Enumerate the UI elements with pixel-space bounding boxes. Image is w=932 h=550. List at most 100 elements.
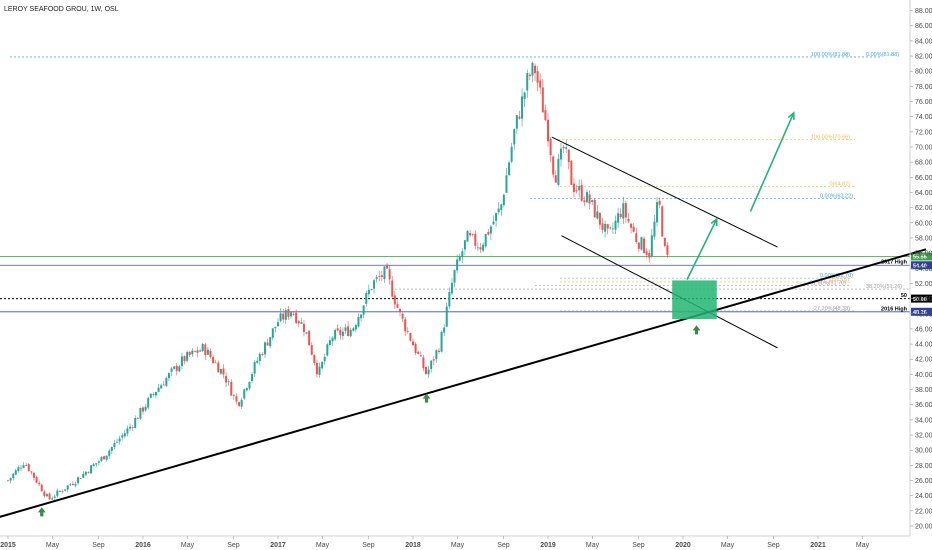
buy-zone — [672, 280, 717, 320]
candle — [554, 170, 557, 183]
candle-body — [598, 212, 601, 225]
candle — [380, 270, 383, 282]
level-badge-text: 48.26 — [913, 310, 927, 316]
candle — [360, 314, 363, 322]
y-tick-label: 52.00 — [915, 281, 932, 288]
candle-body — [147, 398, 150, 408]
candle-body — [173, 366, 176, 369]
y-tick-label: 80.00 — [915, 69, 932, 76]
y-tick-label: 54.00 — [915, 266, 932, 273]
candle-body — [87, 472, 90, 473]
candle — [463, 240, 466, 255]
candle — [162, 380, 165, 386]
candle-body — [637, 242, 640, 249]
candle — [79, 477, 82, 479]
candle-body — [534, 65, 537, 74]
y-tick-label: 76.00 — [915, 99, 932, 106]
candle — [528, 72, 531, 80]
candle-body — [186, 352, 189, 361]
candle — [456, 254, 459, 274]
x-tick-label: May — [586, 542, 600, 549]
candle-body — [157, 387, 160, 392]
candle-body — [100, 456, 103, 461]
candle — [339, 326, 342, 340]
candle — [637, 241, 640, 253]
candle-body — [414, 343, 417, 354]
candle — [9, 477, 12, 484]
candle — [22, 462, 25, 469]
candle-body — [51, 498, 54, 500]
candle — [277, 318, 279, 327]
channel-upper-line — [551, 136, 778, 248]
candle-body — [445, 306, 448, 327]
candle-body — [458, 256, 461, 261]
candle-body — [152, 394, 155, 395]
candle — [500, 203, 503, 217]
candle — [627, 212, 630, 224]
candle — [523, 91, 526, 108]
candle-body — [539, 80, 542, 88]
candle-body — [487, 231, 490, 235]
candle — [565, 139, 568, 154]
candle — [61, 489, 64, 494]
candle-body — [544, 110, 547, 121]
candle — [71, 481, 74, 486]
candle-body — [354, 325, 357, 330]
candle-body — [619, 213, 622, 218]
candle — [549, 136, 552, 163]
candle-body — [406, 331, 409, 333]
candle-body — [258, 354, 261, 362]
candle — [547, 113, 549, 147]
candle — [476, 242, 479, 251]
candle — [17, 465, 20, 473]
arrow-up-icon — [37, 507, 46, 517]
candle-body — [32, 472, 35, 478]
candle-body — [188, 351, 191, 356]
candle — [212, 354, 215, 364]
candle-body — [456, 259, 459, 271]
candle-body — [399, 308, 402, 312]
candle-body — [129, 426, 132, 429]
candle-body — [74, 483, 77, 486]
candle-body — [53, 496, 56, 498]
candle-body — [191, 350, 194, 355]
candle — [562, 144, 565, 154]
candle-body — [7, 480, 9, 482]
fib-label: 1(52.70) — [829, 277, 850, 283]
candle — [383, 266, 386, 283]
candle — [552, 155, 555, 179]
candle — [225, 372, 228, 387]
candle-body — [248, 381, 251, 389]
candle — [209, 348, 212, 359]
candle — [7, 480, 9, 482]
candle — [129, 423, 132, 432]
candle-body — [567, 149, 570, 163]
candle — [399, 308, 402, 317]
candle — [458, 253, 461, 262]
candle — [282, 308, 285, 324]
candle — [474, 230, 477, 250]
candle — [409, 332, 412, 342]
candle — [401, 312, 404, 322]
candle — [292, 311, 295, 316]
candle — [393, 290, 396, 309]
candle-body — [17, 467, 20, 471]
level-badge — [911, 252, 932, 261]
candle-body — [396, 304, 399, 308]
level-label: 2017 High — [881, 260, 908, 266]
candle-body — [43, 491, 46, 496]
fib-label: 61.80%(51.70) — [810, 281, 846, 287]
y-tick-label: 48.00 — [915, 311, 932, 318]
candle-body — [593, 199, 596, 218]
candle — [567, 149, 570, 170]
fib-label: -27.20%(48.38) — [812, 306, 850, 312]
candle — [487, 228, 490, 236]
x-tick-label: Sep — [227, 542, 240, 549]
candle — [666, 242, 669, 259]
candle-body — [30, 471, 33, 473]
candle — [243, 388, 246, 401]
candle — [183, 355, 186, 365]
y-tick-label: 46.00 — [915, 326, 932, 333]
